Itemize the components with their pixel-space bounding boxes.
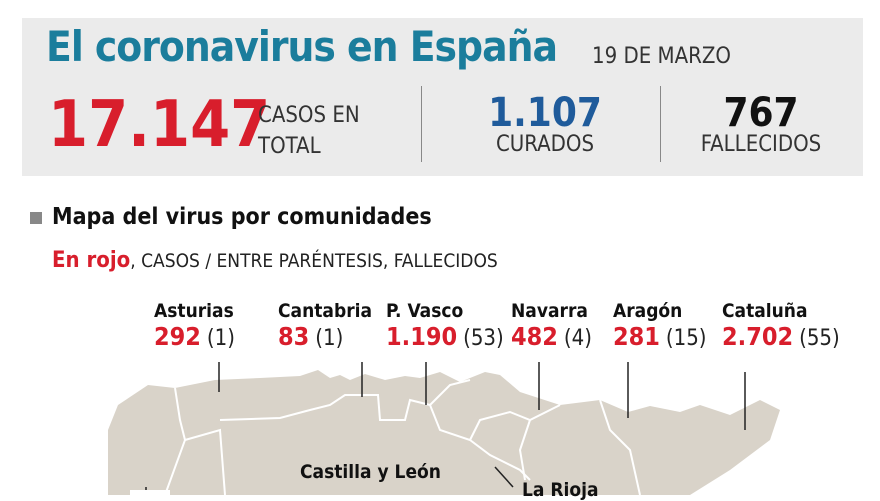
deaths-label: FALLECIDOS: [700, 132, 822, 157]
cured-stat: 1.107 CURADOS: [470, 90, 620, 157]
region-borders: [164, 379, 641, 495]
region-deaths: (55): [799, 326, 840, 351]
divider: [421, 86, 422, 162]
map-land: [108, 370, 780, 495]
region-pvasco: P. Vasco 1.190 (53): [386, 300, 504, 351]
deaths-stat: 767 FALLECIDOS: [686, 90, 836, 157]
region-cases: 1.190: [386, 322, 458, 351]
map-label-la-rioja: La Rioja: [522, 479, 599, 501]
region-name: P. Vasco: [386, 300, 464, 322]
region-cataluna: Cataluña 2.702 (55): [722, 300, 840, 351]
region-deaths: (1): [206, 326, 235, 351]
legend-red: En rojo: [52, 248, 131, 273]
total-cases: 17.147: [48, 88, 271, 162]
bullet-icon: [30, 212, 42, 224]
page-title: El coronavirus en España: [46, 22, 558, 71]
region-cases: 292: [154, 322, 201, 351]
region-name: Cantabria: [278, 300, 373, 322]
region-asturias: Asturias 292 (1): [154, 300, 235, 351]
map-label-castilla-leon: Castilla y León: [300, 461, 441, 483]
legend: En rojo, CASOS / ENTRE PARÉNTESIS, FALLE…: [52, 248, 498, 273]
cured-count: 1.107: [488, 90, 602, 136]
summary-band: [22, 18, 863, 176]
region-cantabria: Cantabria 83 (1): [278, 300, 372, 351]
region-aragon: Aragón 281 (15): [613, 300, 707, 351]
region-deaths: (53): [463, 326, 504, 351]
section-title-text: Mapa del virus por comunidades: [52, 204, 432, 230]
region-navarra: Navarra 482 (4): [511, 300, 592, 351]
section-title: Mapa del virus por comunidades: [30, 204, 432, 230]
region-deaths: (1): [315, 326, 344, 351]
region-deaths: (15): [665, 326, 707, 351]
region-cases: 2.702: [722, 322, 794, 351]
region-name: Aragón: [613, 300, 683, 322]
region-cases: 83: [278, 322, 310, 351]
divider: [660, 86, 661, 162]
region-cases: 482: [511, 322, 558, 351]
region-cases: 281: [613, 322, 660, 351]
total-cases-label: CASOS EN TOTAL: [258, 103, 360, 159]
date: 19 DE MARZO: [592, 44, 731, 69]
legend-text: , CASOS / ENTRE PARÉNTESIS, FALLECIDOS: [130, 250, 498, 272]
cured-label: CURADOS: [495, 132, 595, 157]
region-deaths: (4): [563, 326, 592, 351]
region-name: Navarra: [511, 300, 588, 322]
region-name: Asturias: [154, 300, 234, 322]
deaths-count: 767: [723, 90, 799, 136]
region-name: Cataluña: [722, 300, 808, 322]
